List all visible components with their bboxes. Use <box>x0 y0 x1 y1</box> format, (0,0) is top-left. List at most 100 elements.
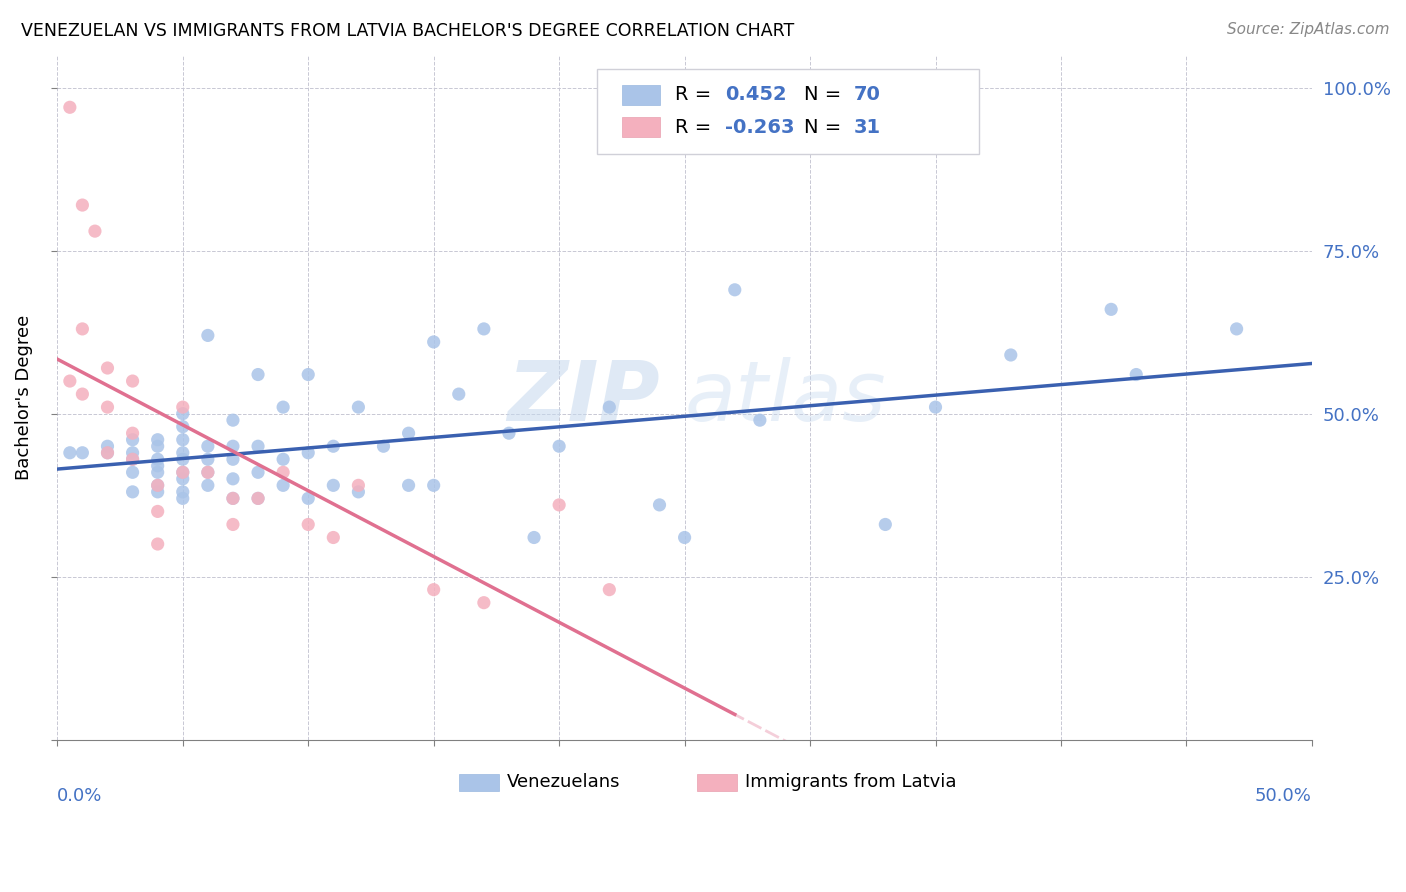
Text: 0.0%: 0.0% <box>58 788 103 805</box>
Point <box>271 465 294 479</box>
Point <box>748 413 770 427</box>
Point <box>146 458 169 473</box>
Point <box>172 452 194 467</box>
Point <box>222 439 245 453</box>
Point <box>96 446 118 460</box>
Point <box>398 478 420 492</box>
Point <box>447 387 470 401</box>
Text: VENEZUELAN VS IMMIGRANTS FROM LATVIA BACHELOR'S DEGREE CORRELATION CHART: VENEZUELAN VS IMMIGRANTS FROM LATVIA BAC… <box>21 22 794 40</box>
Text: R =: R = <box>675 118 717 136</box>
Text: Immigrants from Latvia: Immigrants from Latvia <box>745 773 956 791</box>
Point <box>398 426 420 441</box>
Point <box>271 452 294 467</box>
Point <box>247 439 270 453</box>
Point <box>222 413 245 427</box>
Point <box>172 472 194 486</box>
Point <box>121 446 143 460</box>
Text: ZIP: ZIP <box>508 357 659 438</box>
Point <box>271 400 294 414</box>
Text: N =: N = <box>804 118 841 136</box>
Point <box>222 452 245 467</box>
Point <box>146 452 169 467</box>
Text: 70: 70 <box>853 86 880 104</box>
Point <box>59 446 82 460</box>
Point <box>924 400 946 414</box>
Text: N =: N = <box>804 86 841 104</box>
Point <box>724 283 747 297</box>
Point <box>648 498 671 512</box>
Point <box>72 446 94 460</box>
Point <box>422 478 444 492</box>
Text: 50.0%: 50.0% <box>1256 788 1312 805</box>
Point <box>121 452 143 467</box>
FancyBboxPatch shape <box>596 69 980 154</box>
Point <box>84 224 107 238</box>
Point <box>247 491 270 506</box>
Point <box>297 491 319 506</box>
Point <box>172 465 194 479</box>
Point <box>146 478 169 492</box>
Point <box>72 322 94 336</box>
Point <box>121 433 143 447</box>
Point <box>247 368 270 382</box>
Point <box>72 198 94 212</box>
Point <box>172 446 194 460</box>
Point <box>297 517 319 532</box>
Point <box>172 407 194 421</box>
Point <box>172 491 194 506</box>
Y-axis label: Bachelor's Degree: Bachelor's Degree <box>15 315 32 480</box>
Point <box>548 439 571 453</box>
Point <box>146 537 169 551</box>
Point <box>347 478 370 492</box>
Point <box>197 465 219 479</box>
Point <box>172 419 194 434</box>
Point <box>222 517 245 532</box>
Point <box>472 596 495 610</box>
Point <box>673 531 696 545</box>
Text: Venezuelans: Venezuelans <box>506 773 620 791</box>
Text: R =: R = <box>675 86 717 104</box>
Point <box>197 452 219 467</box>
Point <box>523 531 546 545</box>
Text: 31: 31 <box>853 118 882 136</box>
Point <box>146 478 169 492</box>
Point <box>297 446 319 460</box>
Point <box>1226 322 1249 336</box>
Point <box>222 491 245 506</box>
Point <box>347 484 370 499</box>
Point <box>373 439 395 453</box>
Text: Source: ZipAtlas.com: Source: ZipAtlas.com <box>1226 22 1389 37</box>
Point <box>422 334 444 349</box>
Point <box>172 465 194 479</box>
Point <box>72 387 94 401</box>
Point <box>146 433 169 447</box>
Point <box>1125 368 1147 382</box>
Point <box>121 374 143 388</box>
Point <box>96 400 118 414</box>
Bar <box>621 117 659 137</box>
Point <box>96 439 118 453</box>
Text: 0.452: 0.452 <box>724 86 786 104</box>
Point <box>197 328 219 343</box>
Point <box>322 439 344 453</box>
Bar <box>621 85 659 105</box>
Point <box>297 368 319 382</box>
Point <box>146 484 169 499</box>
Point <box>121 452 143 467</box>
Point <box>422 582 444 597</box>
Bar <box>697 773 737 791</box>
Point <box>347 400 370 414</box>
Point <box>1099 302 1122 317</box>
Point <box>96 446 118 460</box>
Point <box>121 484 143 499</box>
Point <box>121 465 143 479</box>
Point <box>222 491 245 506</box>
Point <box>247 491 270 506</box>
Point <box>172 433 194 447</box>
Point <box>197 478 219 492</box>
Point <box>172 400 194 414</box>
Point <box>598 400 620 414</box>
Point <box>172 484 194 499</box>
Text: -0.263: -0.263 <box>724 118 794 136</box>
Point <box>498 426 520 441</box>
